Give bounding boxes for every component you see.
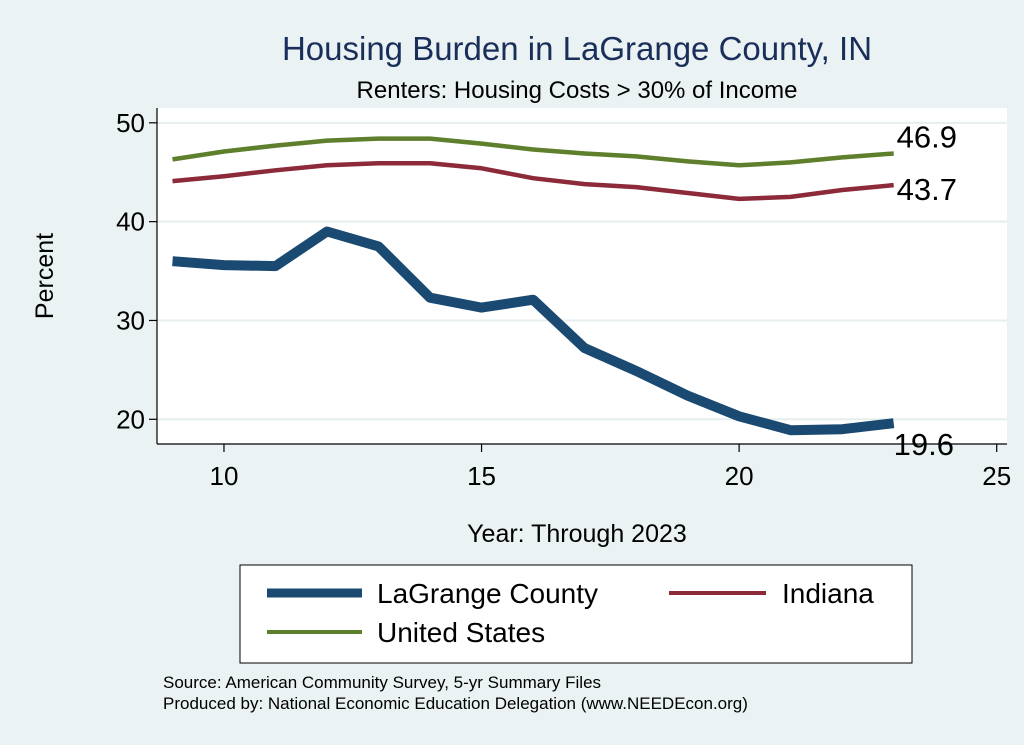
- chart-subtitle: Renters: Housing Costs > 30% of Income: [357, 77, 798, 104]
- y-tick-label: 50: [116, 108, 145, 138]
- x-tick-label: 15: [467, 461, 496, 491]
- legend: LaGrange County Indiana United States: [239, 564, 913, 664]
- y-tick-label: 40: [116, 207, 145, 237]
- y-tick-label: 20: [116, 404, 145, 434]
- y-axis-label: Percent: [31, 233, 59, 319]
- end-labels: 19.6 43.7 46.9: [894, 119, 957, 462]
- y-axis: 20 30 40 50: [116, 108, 158, 444]
- legend-box: [239, 564, 913, 664]
- series-line-lagrange-county: [172, 226, 895, 436]
- x-tick-label: 10: [210, 461, 239, 491]
- chart-title: Housing Burden in LaGrange County, IN: [282, 30, 872, 67]
- x-axis: 10 15 20 25: [157, 443, 1011, 491]
- produced-note: Produced by: National Economic Education…: [163, 694, 748, 713]
- legend-label-indiana: Indiana: [782, 578, 874, 609]
- end-label-united-states: 46.9: [897, 119, 957, 154]
- x-axis-label: Year: Through 2023: [467, 520, 687, 548]
- series-line-indiana: [172, 161, 894, 202]
- y-tick-label: 30: [116, 305, 145, 335]
- end-label-lagrange-county: 19.6: [894, 427, 954, 462]
- plot-area: [157, 108, 1007, 444]
- grid: [157, 121, 1007, 421]
- end-label-indiana: 43.7: [897, 172, 957, 207]
- series-lines: [172, 136, 895, 436]
- series-line-united-states: [172, 136, 894, 168]
- x-tick-label: 20: [725, 461, 754, 491]
- legend-label-lagrange-county: LaGrange County: [377, 578, 598, 609]
- legend-label-united-states: United States: [377, 617, 545, 648]
- x-tick-label: 25: [982, 461, 1011, 491]
- source-note: Source: American Community Survey, 5-yr …: [163, 673, 601, 692]
